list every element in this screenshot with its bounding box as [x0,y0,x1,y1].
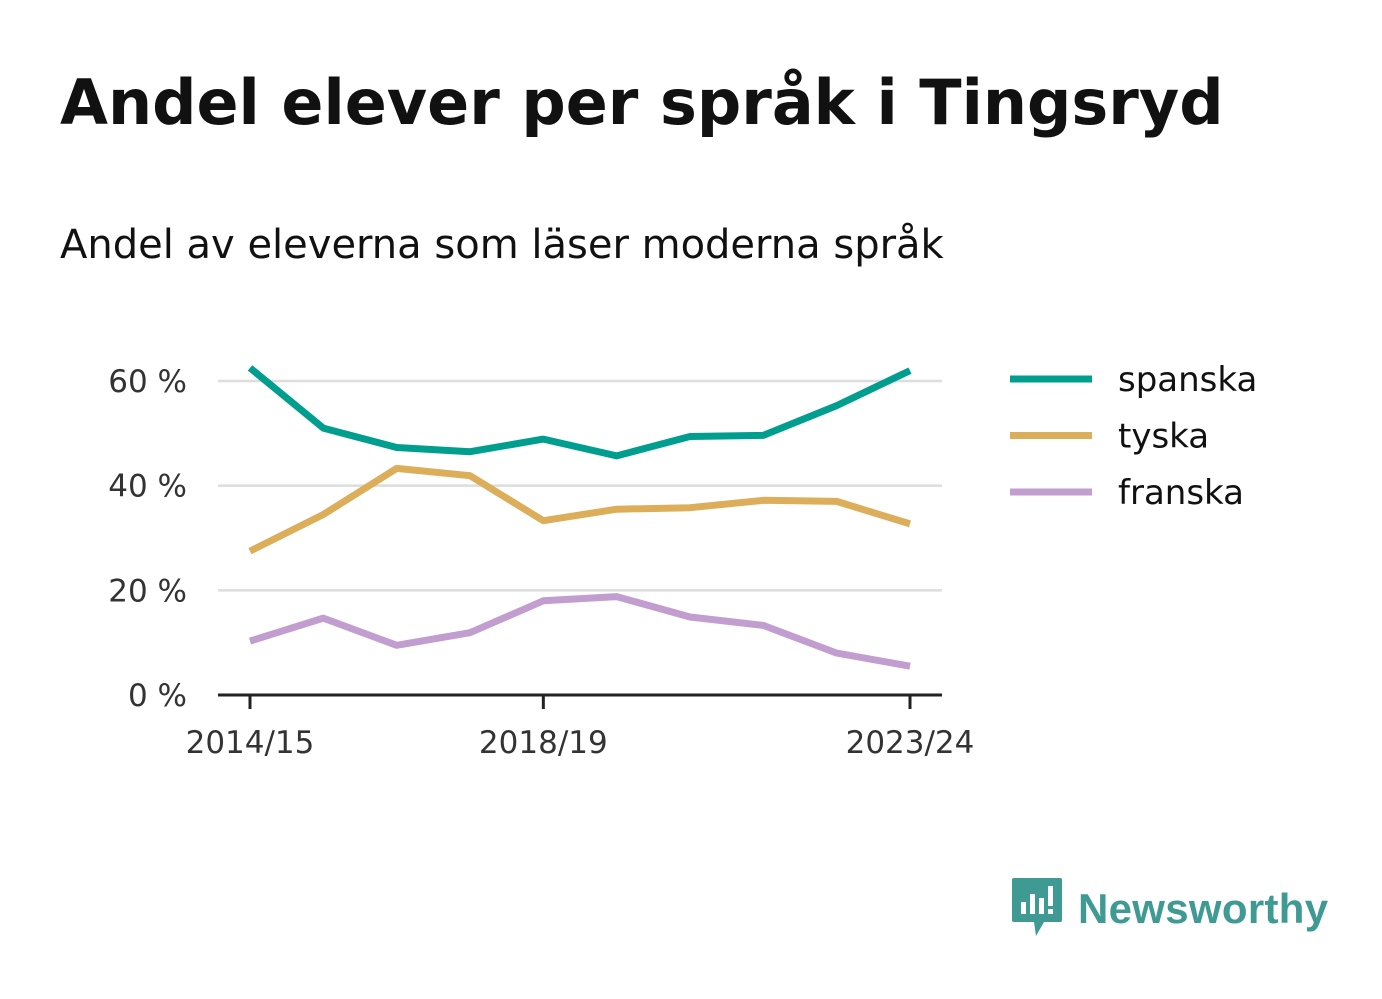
brand-logo: Newsworthy [1010,876,1328,942]
series-line-franska [248,593,911,670]
brand-name: Newsworthy [1078,885,1329,932]
legend-label-spanska: spanska [1118,360,1257,400]
chart-subtitle: Andel av eleverna som läser moderna språ… [60,222,944,268]
x-tick-label: 2014/15 [186,725,315,761]
grid-lines: 0 % 20 % 40 % 60 % [108,364,942,714]
y-tick-label: 40 % [108,469,187,505]
newsworthy-logo-icon [1012,878,1062,936]
legend-label-tyska: tyska [1118,417,1209,457]
x-axis: 2014/15 2018/19 2023/24 [186,693,975,761]
y-tick-label: 0 % [128,678,187,714]
legend: spanska tyska franska [1010,360,1257,513]
chart-title: Andel elever per språk i Tingsryd [60,66,1224,139]
x-tick-label: 2023/24 [846,725,975,761]
x-tick-label: 2018/19 [479,725,608,761]
series-lines [247,365,912,670]
series-line-tyska [248,464,912,555]
series-line-spanska [247,365,912,460]
y-tick-label: 20 % [108,573,187,609]
y-tick-label: 60 % [108,364,187,400]
legend-label-franska: franska [1118,473,1244,513]
